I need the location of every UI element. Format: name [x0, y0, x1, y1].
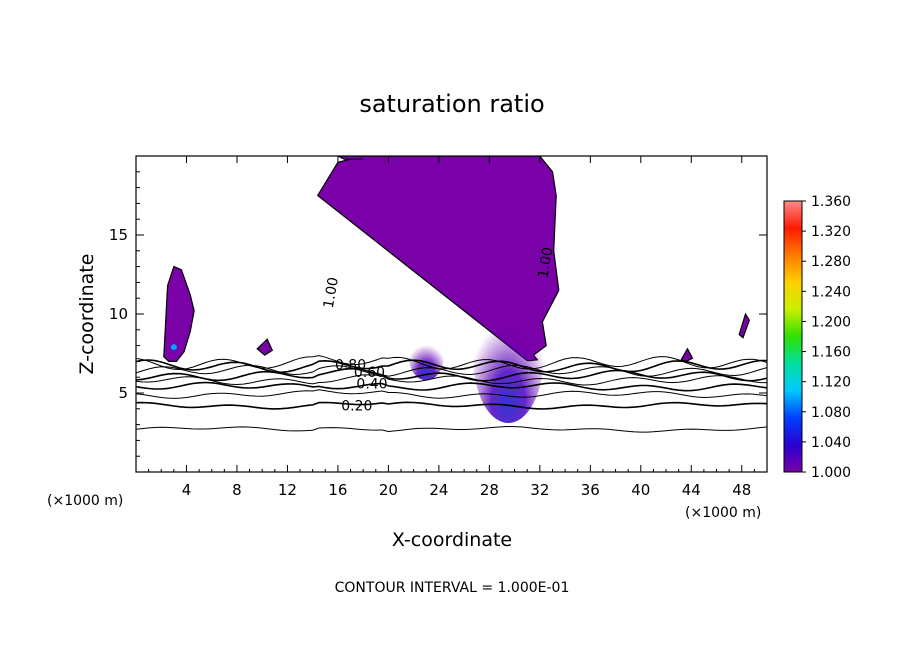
contour-line-0.4 — [136, 381, 767, 392]
x-tick-label: 32 — [530, 481, 549, 499]
x-tick-label: 8 — [232, 481, 242, 499]
contour-label-2: 0.60 — [354, 365, 385, 381]
colorbar-label: 1.040 — [811, 435, 851, 451]
colorbar-label: 1.360 — [811, 194, 851, 210]
region-left-cloud — [163, 265, 195, 362]
x-axis-ticks: 4 8 12 16 20 24 28 32 36 40 44 48 — [148, 156, 755, 499]
supersaturated-regions — [163, 156, 750, 363]
contour-label-3: 0.80 — [335, 357, 366, 373]
x-tick-label: 4 — [182, 481, 192, 499]
colorbar-label: 1.160 — [811, 345, 851, 361]
colorbar-label: 1.000 — [811, 465, 851, 481]
colorbar: 1.360 1.320 1.280 1.240 1.200 1.160 1.120 1.080… — [783, 194, 851, 481]
x-tick-label: 48 — [732, 481, 751, 499]
x-axis-label: X-coordinate — [392, 529, 512, 551]
contour-labels: 0.20 0.400.600.80 1.00 1.00 — [321, 246, 557, 414]
colorbar-label: 1.280 — [811, 254, 851, 270]
x-tick-label: 44 — [682, 481, 701, 499]
contour-label-1: 0.40 — [356, 376, 387, 392]
colorbar-label: 1.320 — [811, 224, 851, 240]
region-small-a — [256, 338, 274, 356]
colorbar-ticks: 1.360 1.320 1.280 1.240 1.200 1.160 1.120 1.080… — [802, 194, 851, 481]
chart-title: saturation ratio — [359, 90, 544, 118]
x-tick-label: 28 — [480, 481, 499, 499]
region-small-b — [680, 347, 694, 363]
contour-line-0.6 — [136, 367, 767, 382]
x-tick-label: 20 — [379, 481, 398, 499]
contour-line-0.9 — [136, 355, 767, 371]
x-unit-left: (×1000 m) — [47, 493, 123, 509]
saturation-spot — [170, 344, 177, 351]
x-unit-right: (×1000 m) — [685, 505, 761, 521]
y-tick-label: 5 — [118, 384, 128, 402]
colorbar-label: 1.200 — [811, 314, 851, 330]
y-tick-label: 15 — [109, 226, 128, 244]
colorbar-label: 1.240 — [811, 284, 851, 300]
contour-line-0.2 — [136, 401, 767, 410]
x-tick-label: 36 — [581, 481, 600, 499]
x-tick-label: 16 — [328, 481, 347, 499]
colorbar-gradient — [783, 200, 803, 473]
colorbar-label: 1.080 — [811, 405, 851, 421]
colorbar-label: 1.120 — [811, 375, 851, 391]
plot-area — [136, 156, 767, 433]
contour-interval-note: CONTOUR INTERVAL = 1.000E-01 — [335, 580, 570, 596]
y-axis-label: Z-coordinate — [76, 254, 98, 375]
x-tick-label: 24 — [429, 481, 448, 499]
contour-line-0.3 — [136, 389, 767, 399]
contour-line-0.5 — [136, 374, 767, 386]
contour-lines — [136, 355, 767, 433]
contour-label-5: 1.00 — [535, 246, 556, 279]
y-tick-label: 10 — [109, 305, 128, 323]
x-tick-label: 12 — [278, 481, 297, 499]
contour-line-0.8 — [136, 359, 767, 374]
x-tick-label: 40 — [631, 481, 650, 499]
y-axis-ticks: 5 10 15 — [109, 171, 767, 457]
contour-label-0: 0.20 — [341, 398, 372, 414]
region-small-c — [738, 312, 750, 339]
contour-line-0.7 — [136, 364, 767, 377]
saturation-maximum-2 — [472, 290, 544, 424]
contour-label-4: 1.00 — [321, 276, 342, 309]
contour-line-0.1 — [136, 425, 767, 433]
